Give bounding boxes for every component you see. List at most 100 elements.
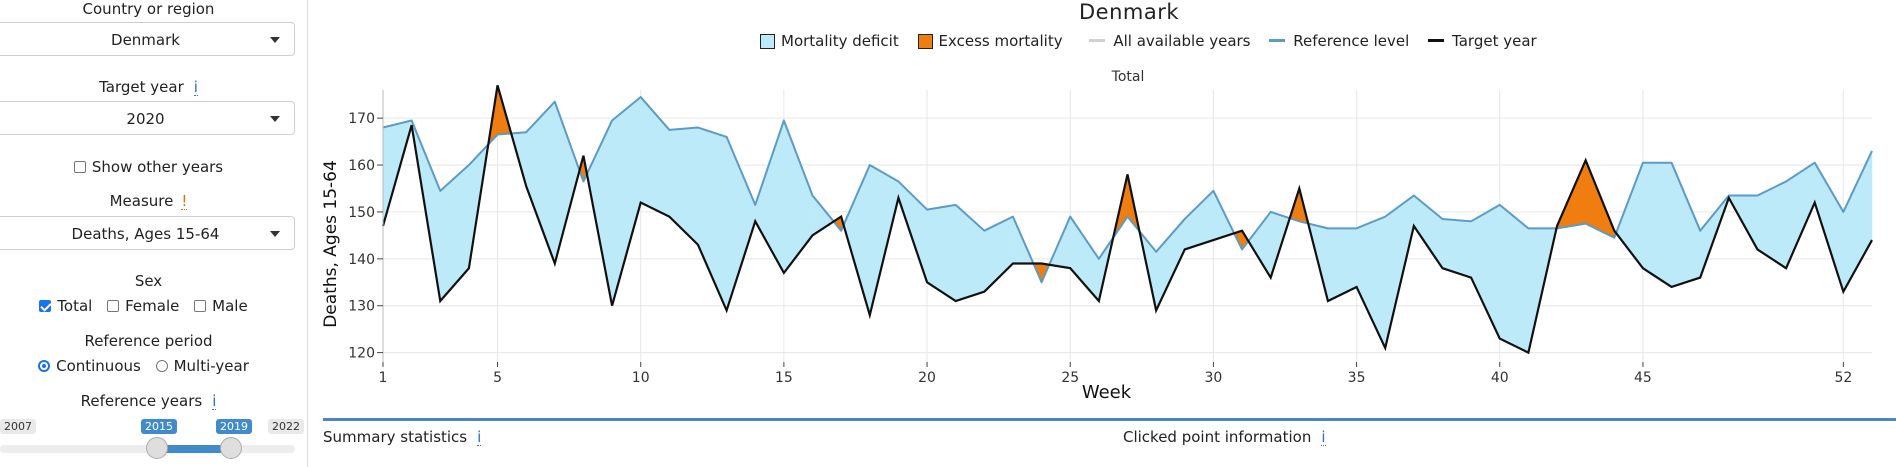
legend-mortality-deficit[interactable]: Mortality deficit	[760, 32, 899, 50]
mortality-deficit-area	[525, 100, 556, 264]
mortality-deficit-area	[926, 204, 956, 302]
x-tick-label: 20	[918, 370, 936, 386]
info-icon[interactable]: i	[193, 78, 198, 96]
mortality-deficit-area	[1470, 204, 1501, 339]
target-year-label: Target year	[99, 78, 184, 96]
show-other-years-checkbox[interactable]	[73, 161, 86, 173]
sex-label: Sex	[134, 272, 163, 290]
continuous-label: Continuous	[56, 357, 141, 375]
mortality-deficit-area	[1499, 204, 1529, 354]
clicked-point-label: Clicked point information	[1123, 428, 1312, 446]
legend-deficit-label: Mortality deficit	[781, 32, 899, 50]
all-years-line-swatch	[1089, 39, 1106, 42]
x-tick-label: 25	[1061, 370, 1079, 386]
reference-period-label: Reference period	[84, 332, 213, 350]
legend-target-label: Target year	[1452, 32, 1537, 50]
warning-icon[interactable]: !	[181, 192, 188, 210]
country-select[interactable]: Denmark	[0, 22, 295, 56]
slider-handle-from[interactable]	[146, 437, 168, 459]
show-other-years-row: Show other years	[0, 158, 297, 176]
sex-female-checkbox[interactable]	[107, 300, 120, 312]
section-divider	[323, 418, 1896, 421]
mortality-deficit-area	[439, 164, 470, 302]
info-icon[interactable]: i	[477, 428, 482, 446]
x-tick-label: 10	[632, 370, 650, 386]
x-tick-label: 30	[1204, 370, 1222, 386]
mortality-deficit-area	[669, 127, 699, 246]
mortality-deficit-area	[754, 120, 785, 275]
mortality-deficit-area	[1642, 162, 1672, 288]
sex-options: Total Female Male	[0, 297, 297, 315]
legend-target-year[interactable]: Target year	[1428, 32, 1537, 50]
slider-to-label: 2019	[216, 419, 252, 434]
y-tick-label: 170	[348, 111, 375, 127]
reference-line-swatch	[1269, 39, 1286, 42]
reference-option-continuous[interactable]: Continuous	[38, 357, 141, 375]
x-tick-label: 5	[493, 370, 502, 386]
deficit-swatch	[760, 34, 775, 49]
sex-male-checkbox[interactable]	[194, 300, 207, 312]
mortality-deficit-area	[955, 204, 985, 302]
control-sidebar: Country or region Denmark Target year i 2…	[0, 0, 308, 467]
reference-period-options: Continuous Multi-year	[0, 357, 297, 375]
excess-swatch	[917, 34, 933, 49]
chevron-down-icon	[270, 37, 280, 43]
y-tick-label: 160	[348, 158, 375, 174]
x-tick-label: 45	[1634, 370, 1652, 386]
target-year-label-row: Target year i	[0, 78, 297, 96]
y-tick-label: 150	[348, 205, 375, 221]
sex-option-female[interactable]: Female	[107, 297, 179, 315]
target-year-value: 2020	[126, 110, 165, 128]
mortality-deficit-area	[1069, 215, 1100, 302]
target-year-line	[381, 85, 1873, 355]
clicked-point-row: Clicked point information i	[1123, 428, 1326, 446]
mortality-deficit-area	[869, 164, 899, 316]
y-axis-title: Deaths, Ages 15-64	[321, 160, 341, 328]
info-icon[interactable]: i	[1321, 428, 1326, 446]
multi-year-radio[interactable]	[155, 360, 168, 372]
sex-option-total[interactable]: Total	[39, 297, 92, 315]
reference-years-slider-range	[157, 445, 231, 453]
chart-legend: Mortality deficit Excess mortality All a…	[760, 32, 1551, 52]
legend-all-years[interactable]: All available years	[1089, 32, 1251, 50]
legend-reference-label: Reference level	[1293, 32, 1410, 50]
x-tick-label: 1	[379, 370, 388, 386]
x-tick-label: 40	[1491, 370, 1509, 386]
slider-from-label: 2015	[141, 419, 177, 434]
mortality-deficit-area	[1814, 161, 1844, 292]
slider-max-label: 2022	[268, 419, 304, 434]
y-tick-label: 140	[348, 252, 375, 268]
target-year-select[interactable]: 2020	[0, 101, 295, 135]
legend-reference-level[interactable]: Reference level	[1269, 32, 1409, 50]
chevron-down-icon	[270, 116, 280, 122]
measure-select[interactable]: Deaths, Ages 15-64	[0, 216, 295, 250]
mortality-deficit-area	[1671, 162, 1701, 288]
sex-total-checkbox[interactable]	[39, 300, 52, 312]
info-icon[interactable]: i	[212, 392, 217, 410]
facet-label: Total	[1111, 69, 1145, 85]
reference-years-label-row: Reference years i	[0, 392, 297, 410]
sex-option-male[interactable]: Male	[194, 297, 248, 315]
reference-years-label: Reference years	[80, 392, 203, 410]
sex-male-label: Male	[212, 297, 248, 315]
legend-all-years-label: All available years	[1113, 32, 1251, 50]
country-value: Denmark	[111, 31, 180, 49]
slider-handle-to[interactable]	[220, 437, 242, 459]
legend-excess-label: Excess mortality	[938, 32, 1063, 50]
continuous-radio[interactable]	[38, 360, 51, 372]
legend-excess-mortality[interactable]: Excess mortality	[917, 32, 1063, 50]
x-tick-label: 35	[1348, 370, 1366, 386]
y-tick-label: 120	[348, 346, 375, 362]
x-tick-label: 52	[1834, 370, 1852, 386]
mortality-deficit-area	[726, 136, 756, 311]
mortality-deficit-area	[611, 96, 642, 306]
chevron-down-icon	[270, 231, 280, 237]
mortality-deficit-area	[1843, 150, 1873, 293]
sex-female-label: Female	[125, 297, 180, 315]
reference-option-multi-year[interactable]: Multi-year	[155, 357, 249, 375]
target-line-swatch	[1428, 39, 1445, 42]
summary-statistics-row: Summary statistics i	[323, 428, 482, 446]
mortality-deficit-area	[783, 120, 813, 274]
country-label: Country or region	[82, 0, 215, 18]
